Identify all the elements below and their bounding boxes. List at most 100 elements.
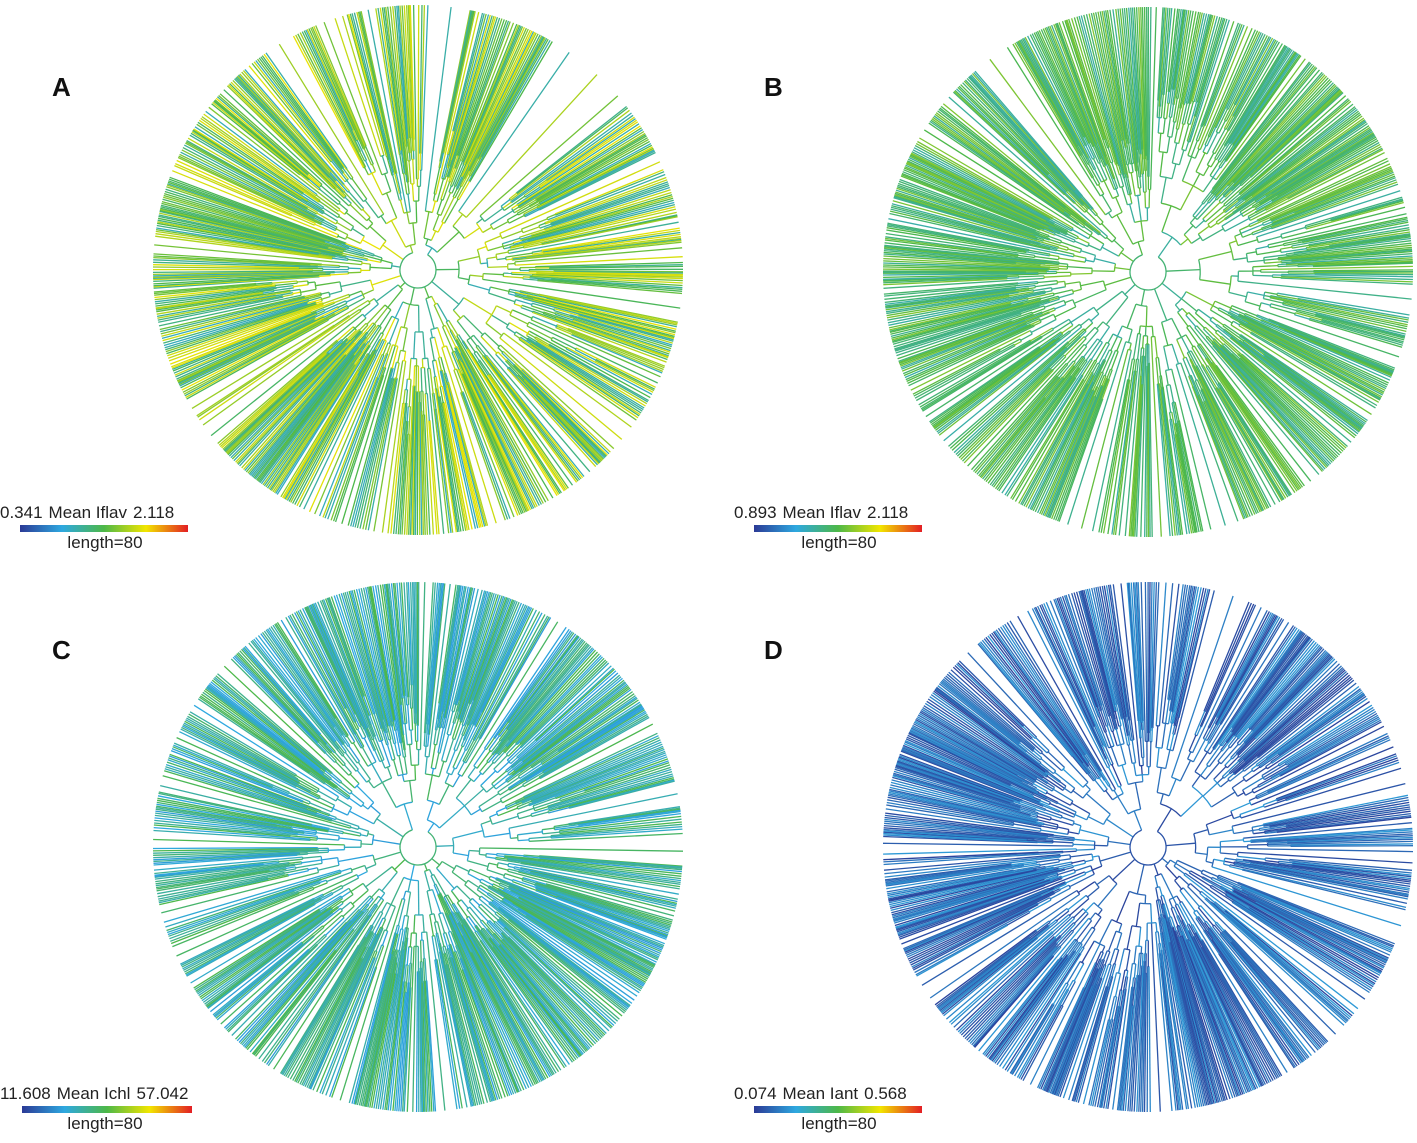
tree-branch <box>524 208 538 217</box>
tree-branch <box>466 348 560 495</box>
tree-branch <box>1232 52 1297 147</box>
tree-branch <box>459 352 540 506</box>
tree-branch <box>230 658 326 754</box>
tree-branch <box>1083 338 1098 358</box>
tree-branch <box>341 337 348 345</box>
tree-branch <box>1215 32 1262 129</box>
tree-arc <box>380 154 385 158</box>
tree-branch <box>343 764 352 774</box>
tree-branch <box>1070 272 1093 275</box>
tree-branch <box>1057 280 1065 283</box>
tree-branch <box>1190 140 1198 157</box>
tree-branch <box>1084 326 1096 339</box>
tree-branch <box>257 354 355 482</box>
tree-branch <box>462 340 473 355</box>
tree-branch <box>525 914 643 990</box>
tree-branch <box>340 781 353 793</box>
tree-branch <box>295 34 366 168</box>
legend-length-b: length=80 <box>801 533 877 552</box>
tree-arc <box>507 863 510 867</box>
tree-branch <box>230 341 347 459</box>
tree-branch <box>486 753 494 762</box>
tree-branch <box>508 793 678 829</box>
tree-branch <box>482 927 493 940</box>
tree-arc <box>468 181 471 183</box>
tree-branch <box>507 865 515 869</box>
tree-branch <box>901 319 1026 370</box>
tree-branch <box>449 913 532 1087</box>
tree-branch <box>521 375 605 460</box>
tree-branch <box>375 929 386 952</box>
tree-branch <box>931 347 1042 427</box>
tree-branch <box>431 393 450 534</box>
tree-branch <box>1041 329 1054 338</box>
tree-branch <box>910 330 1031 391</box>
tree-branch <box>380 892 386 899</box>
tree-branch <box>156 805 277 826</box>
tree-branch <box>390 220 407 248</box>
tree-arc <box>1135 303 1147 307</box>
tree-branch <box>290 288 301 292</box>
tree-branch <box>1074 190 1093 211</box>
tree-branch <box>1194 327 1320 475</box>
tree-branch <box>438 784 450 805</box>
tree-branch <box>410 864 415 880</box>
tree-branch <box>367 218 374 224</box>
tree-branch <box>1030 319 1041 326</box>
tree-branch <box>496 761 510 774</box>
tree-branch <box>492 946 579 1059</box>
tree-branch <box>498 944 589 1052</box>
tree-branch <box>1014 340 1022 346</box>
tree-branch <box>532 251 544 255</box>
tree-branch <box>1088 244 1101 251</box>
tree-branch <box>1228 291 1247 298</box>
tree-branch <box>462 724 474 748</box>
tree-branch <box>1276 135 1376 196</box>
tree-branch <box>228 338 349 457</box>
tree-branch <box>509 322 529 334</box>
tree-branch <box>532 299 675 338</box>
tree-branch <box>197 698 325 785</box>
tree-branch <box>1315 313 1406 337</box>
tree-branch <box>391 346 399 368</box>
panel-c: C 11.608 Mean Ichl 57.042 length=80 <box>0 571 708 1143</box>
tree-branch <box>883 249 1046 265</box>
tree-arc <box>1222 328 1225 331</box>
tree-branch <box>559 818 682 833</box>
tree-branch <box>433 884 439 895</box>
tree-branch <box>454 347 462 362</box>
tree-branch <box>269 363 356 491</box>
tree-branch <box>1131 383 1142 537</box>
tree-branch <box>431 201 436 213</box>
tree-branch <box>329 240 350 249</box>
tree-branch <box>888 292 1046 326</box>
tree-arc <box>1209 174 1217 181</box>
tree-branch <box>508 366 518 377</box>
tree-branch <box>917 140 1054 219</box>
tree-branch <box>405 389 409 404</box>
tree-branch <box>344 342 355 355</box>
tree-arc <box>1102 280 1107 290</box>
tree-arc <box>362 736 367 740</box>
tree-branch <box>418 402 421 536</box>
tree-branch <box>379 949 404 1110</box>
tree-branch <box>462 919 560 1073</box>
tree-branch <box>1028 286 1036 290</box>
tree-branch <box>497 807 518 817</box>
tree-branch <box>292 828 317 834</box>
tree-branch <box>216 935 315 1021</box>
tree-branch <box>331 772 343 783</box>
tree-branch <box>153 854 298 866</box>
tree-arc <box>342 172 345 175</box>
tree-branch <box>452 932 519 1093</box>
tree-branch <box>487 892 502 902</box>
tree-branch <box>352 367 394 528</box>
tree-branch <box>431 296 437 305</box>
tree-branch <box>1280 248 1307 254</box>
tree-branch <box>901 311 1050 372</box>
tree-branch <box>505 672 619 772</box>
tree-branch <box>1049 254 1060 258</box>
tree-branch <box>939 107 1067 209</box>
tree-branch <box>521 900 654 970</box>
tree-branch <box>520 662 610 749</box>
